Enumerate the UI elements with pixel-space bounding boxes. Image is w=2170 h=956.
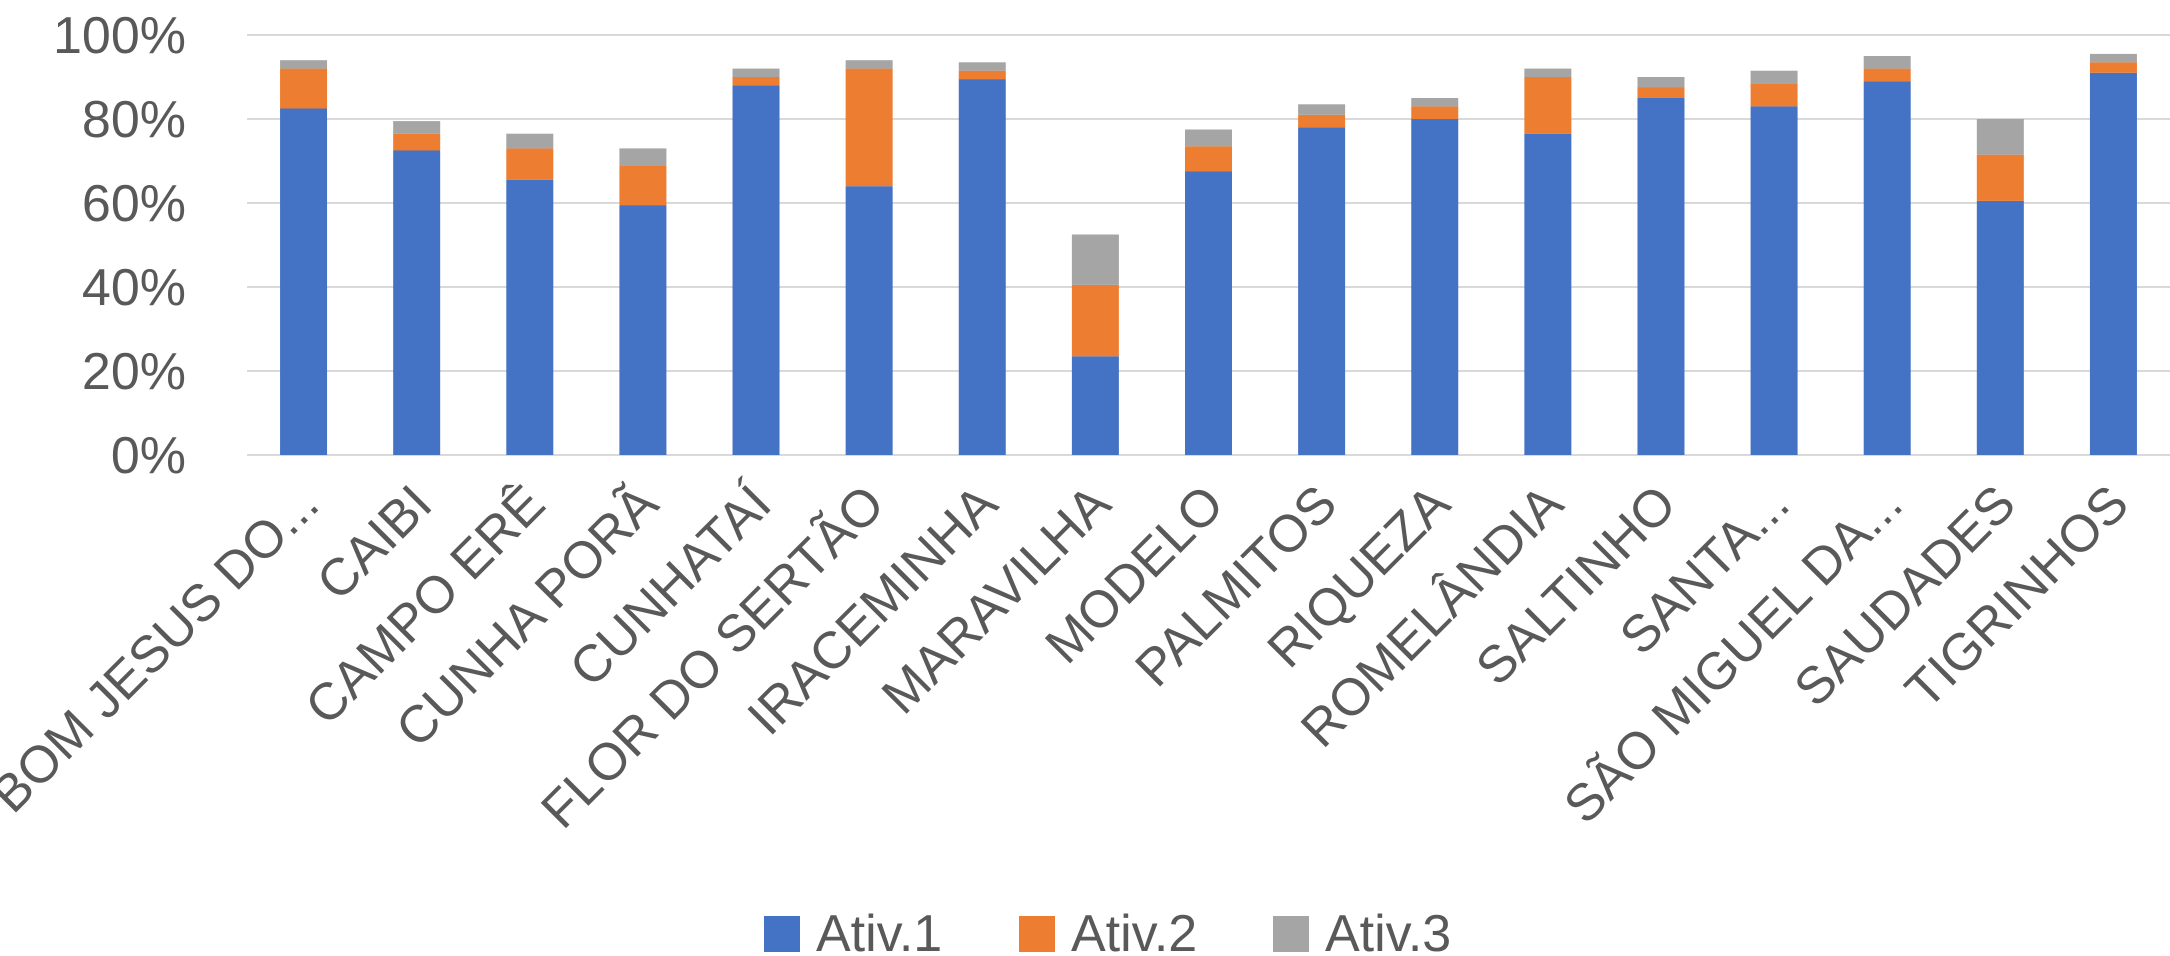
y-axis-tick-labels: 0% 20% 40% 60% 80% 100% xyxy=(53,7,186,485)
y-tick-label: 0% xyxy=(111,427,186,485)
bar-segment-ativ-3 xyxy=(1863,56,1911,69)
bar-segment-ativ-1 xyxy=(1976,200,2024,455)
bar-segment-ativ-3 xyxy=(1071,234,1119,285)
bar-segment-ativ-3 xyxy=(958,62,1006,71)
bar-segment-ativ-2 xyxy=(1976,154,2024,201)
bar-segment-ativ-3 xyxy=(1185,129,1232,147)
y-tick-label: 20% xyxy=(82,343,186,401)
bar-segment-ativ-2 xyxy=(845,68,893,187)
bar-segment-ativ-3 xyxy=(506,133,554,149)
bar-segment-ativ-1 xyxy=(1863,81,1911,455)
y-tick-label: 40% xyxy=(82,259,186,317)
bars xyxy=(280,53,2137,456)
bar-segment-ativ-2 xyxy=(393,133,441,151)
bar-segment-ativ-2 xyxy=(1863,68,1911,82)
bar-segment-ativ-1 xyxy=(393,150,441,455)
bar-segment-ativ-3 xyxy=(2089,53,2137,63)
bar-segment-ativ-2 xyxy=(2089,62,2137,73)
bar-segment-ativ-3 xyxy=(1750,70,1798,84)
bar-segment-ativ-2 xyxy=(280,68,328,109)
bar-segment-ativ-1 xyxy=(1071,356,1119,455)
bar-segment-ativ-3 xyxy=(1298,104,1346,115)
bar-segment-ativ-1 xyxy=(506,179,554,455)
bar-segment-ativ-1 xyxy=(958,79,1006,455)
y-tick-label: 80% xyxy=(82,91,186,149)
legend-label: Ativ.3 xyxy=(1325,905,1451,956)
bar-segment-ativ-3 xyxy=(280,60,328,69)
bar-segment-ativ-2 xyxy=(1524,77,1572,134)
bar-segment-ativ-1 xyxy=(732,85,780,456)
y-tick-label: 100% xyxy=(53,7,186,65)
bar-segment-ativ-2 xyxy=(1750,83,1798,107)
bar-segment-ativ-2 xyxy=(1298,114,1346,128)
legend-swatch-ativ-1 xyxy=(764,916,800,952)
bar-segment-ativ-2 xyxy=(1637,87,1685,98)
bar-segment-ativ-1 xyxy=(845,186,893,455)
bar-segment-ativ-2 xyxy=(506,148,554,180)
bar-segment-ativ-3 xyxy=(732,68,780,77)
bar-segment-ativ-1 xyxy=(280,108,328,455)
bar-segment-ativ-1 xyxy=(1298,127,1346,456)
bar-segment-ativ-1 xyxy=(619,205,667,455)
legend-label: Ativ.2 xyxy=(1071,905,1197,956)
bar-segment-ativ-2 xyxy=(1071,284,1119,357)
legend-swatch-ativ-3 xyxy=(1273,916,1309,952)
bar-segment-ativ-3 xyxy=(845,60,893,69)
bar-segment-ativ-3 xyxy=(1637,77,1685,88)
x-category-label: BOM JESUS DO... xyxy=(0,474,330,824)
bar-segment-ativ-3 xyxy=(1976,119,2024,155)
bar-segment-ativ-1 xyxy=(1637,98,1685,455)
legend: Ativ.1 Ativ.2 Ativ.3 xyxy=(764,905,1451,956)
bar-segment-ativ-3 xyxy=(1524,68,1572,77)
bar-segment-ativ-1 xyxy=(1750,106,1798,456)
bar-segment-ativ-3 xyxy=(619,148,667,166)
bar-segment-ativ-1 xyxy=(1524,133,1572,455)
legend-swatch-ativ-2 xyxy=(1019,916,1055,952)
bar-segment-ativ-2 xyxy=(619,165,667,206)
bar-segment-ativ-2 xyxy=(1411,106,1459,119)
y-tick-label: 60% xyxy=(82,175,186,233)
bar-segment-ativ-1 xyxy=(2089,72,2137,456)
bar-segment-ativ-2 xyxy=(1185,146,1232,172)
bar-segment-ativ-2 xyxy=(958,70,1006,80)
bar-segment-ativ-3 xyxy=(393,121,441,134)
bar-segment-ativ-1 xyxy=(1185,171,1232,455)
bar-segment-ativ-3 xyxy=(1411,98,1459,107)
legend-label: Ativ.1 xyxy=(816,905,942,956)
bar-segment-ativ-1 xyxy=(1411,119,1459,455)
bar-segment-ativ-2 xyxy=(732,77,780,86)
